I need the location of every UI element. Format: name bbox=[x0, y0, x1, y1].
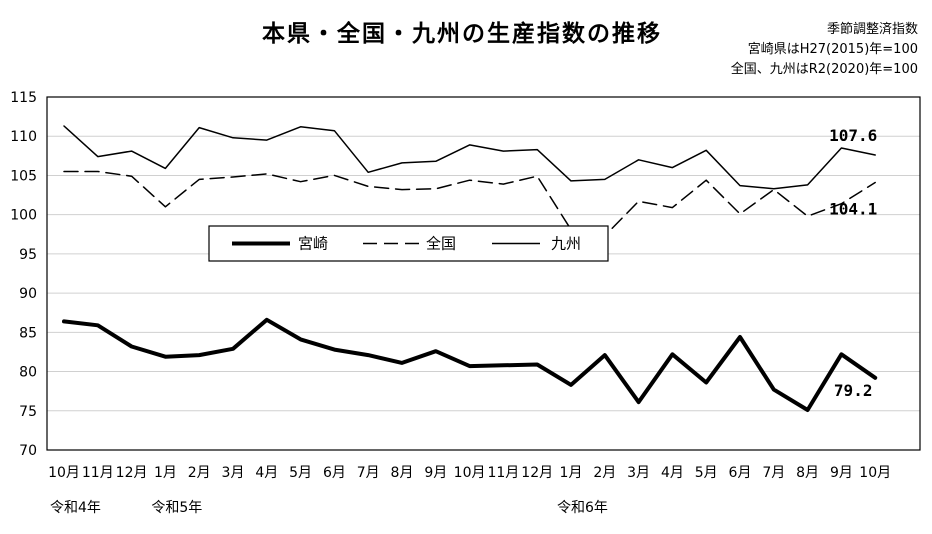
x-tick-label: 7月 bbox=[357, 465, 380, 481]
x-tick-label: 9月 bbox=[424, 465, 447, 481]
y-tick-label: 115 bbox=[10, 90, 37, 106]
x-tick-label: 5月 bbox=[289, 465, 312, 481]
era-label: 令和4年 bbox=[50, 500, 101, 516]
x-tick-label: 3月 bbox=[627, 465, 650, 481]
y-tick-label: 95 bbox=[19, 247, 37, 263]
x-tick-label: 6月 bbox=[323, 465, 346, 481]
x-tick-label: 9月 bbox=[830, 465, 853, 481]
x-tick-label: 7月 bbox=[762, 465, 785, 481]
era-label: 令和5年 bbox=[151, 500, 202, 516]
x-tick-label: 11月 bbox=[487, 465, 519, 481]
y-tick-label: 100 bbox=[10, 208, 37, 224]
x-tick-label: 1月 bbox=[560, 465, 583, 481]
x-tick-label: 8月 bbox=[391, 465, 414, 481]
note-line-1: 季節調整済指数 bbox=[826, 22, 918, 37]
x-tick-label: 8月 bbox=[796, 465, 819, 481]
x-tick-label: 12月 bbox=[521, 465, 553, 481]
y-tick-label: 90 bbox=[19, 286, 37, 302]
x-tick-label: 4月 bbox=[661, 465, 684, 481]
x-tick-label: 3月 bbox=[222, 465, 245, 481]
x-tick-label: 2月 bbox=[593, 465, 616, 481]
legend-label: 九州 bbox=[551, 235, 581, 253]
note-line-2: 宮崎県はH27(2015)年=100 bbox=[747, 42, 918, 57]
series-line-全国 bbox=[63, 170, 876, 237]
y-tick-label: 70 bbox=[19, 443, 37, 459]
y-tick-label: 85 bbox=[19, 325, 37, 341]
x-tick-label: 1月 bbox=[154, 465, 177, 481]
x-tick-label: 10月 bbox=[454, 465, 486, 481]
chart-notes: 季節調整済指数 宮崎県はH27(2015)年=100 全国、九州はR2(2020… bbox=[731, 20, 918, 80]
y-tick-label: 105 bbox=[10, 168, 37, 184]
x-tick-label: 6月 bbox=[729, 465, 752, 481]
y-tick-label: 80 bbox=[19, 365, 37, 381]
x-tick-label: 12月 bbox=[116, 465, 148, 481]
x-tick-label: 2月 bbox=[188, 465, 211, 481]
data-label: 107.6 bbox=[829, 126, 877, 145]
x-tick-label: 10月 bbox=[48, 465, 80, 481]
y-tick-label: 75 bbox=[19, 404, 37, 420]
legend-label: 全国 bbox=[426, 235, 456, 253]
era-label: 令和6年 bbox=[557, 500, 608, 516]
y-tick-label: 110 bbox=[10, 129, 37, 145]
data-label: 79.2 bbox=[834, 381, 873, 400]
series-line-宮崎 bbox=[62, 317, 878, 412]
x-tick-label: 5月 bbox=[695, 465, 718, 481]
note-line-3: 全国、九州はR2(2020)年=100 bbox=[730, 62, 918, 77]
plot-frame bbox=[46, 96, 921, 451]
data-label: 104.1 bbox=[829, 200, 877, 219]
legend-label: 宮崎 bbox=[298, 235, 328, 253]
x-tick-label: 4月 bbox=[255, 465, 278, 481]
x-tick-label: 10月 bbox=[859, 465, 891, 481]
x-tick-label: 11月 bbox=[82, 465, 114, 481]
chart-title: 本県・全国・九州の生産指数の推移 bbox=[262, 21, 662, 47]
series-line-九州 bbox=[63, 125, 876, 190]
